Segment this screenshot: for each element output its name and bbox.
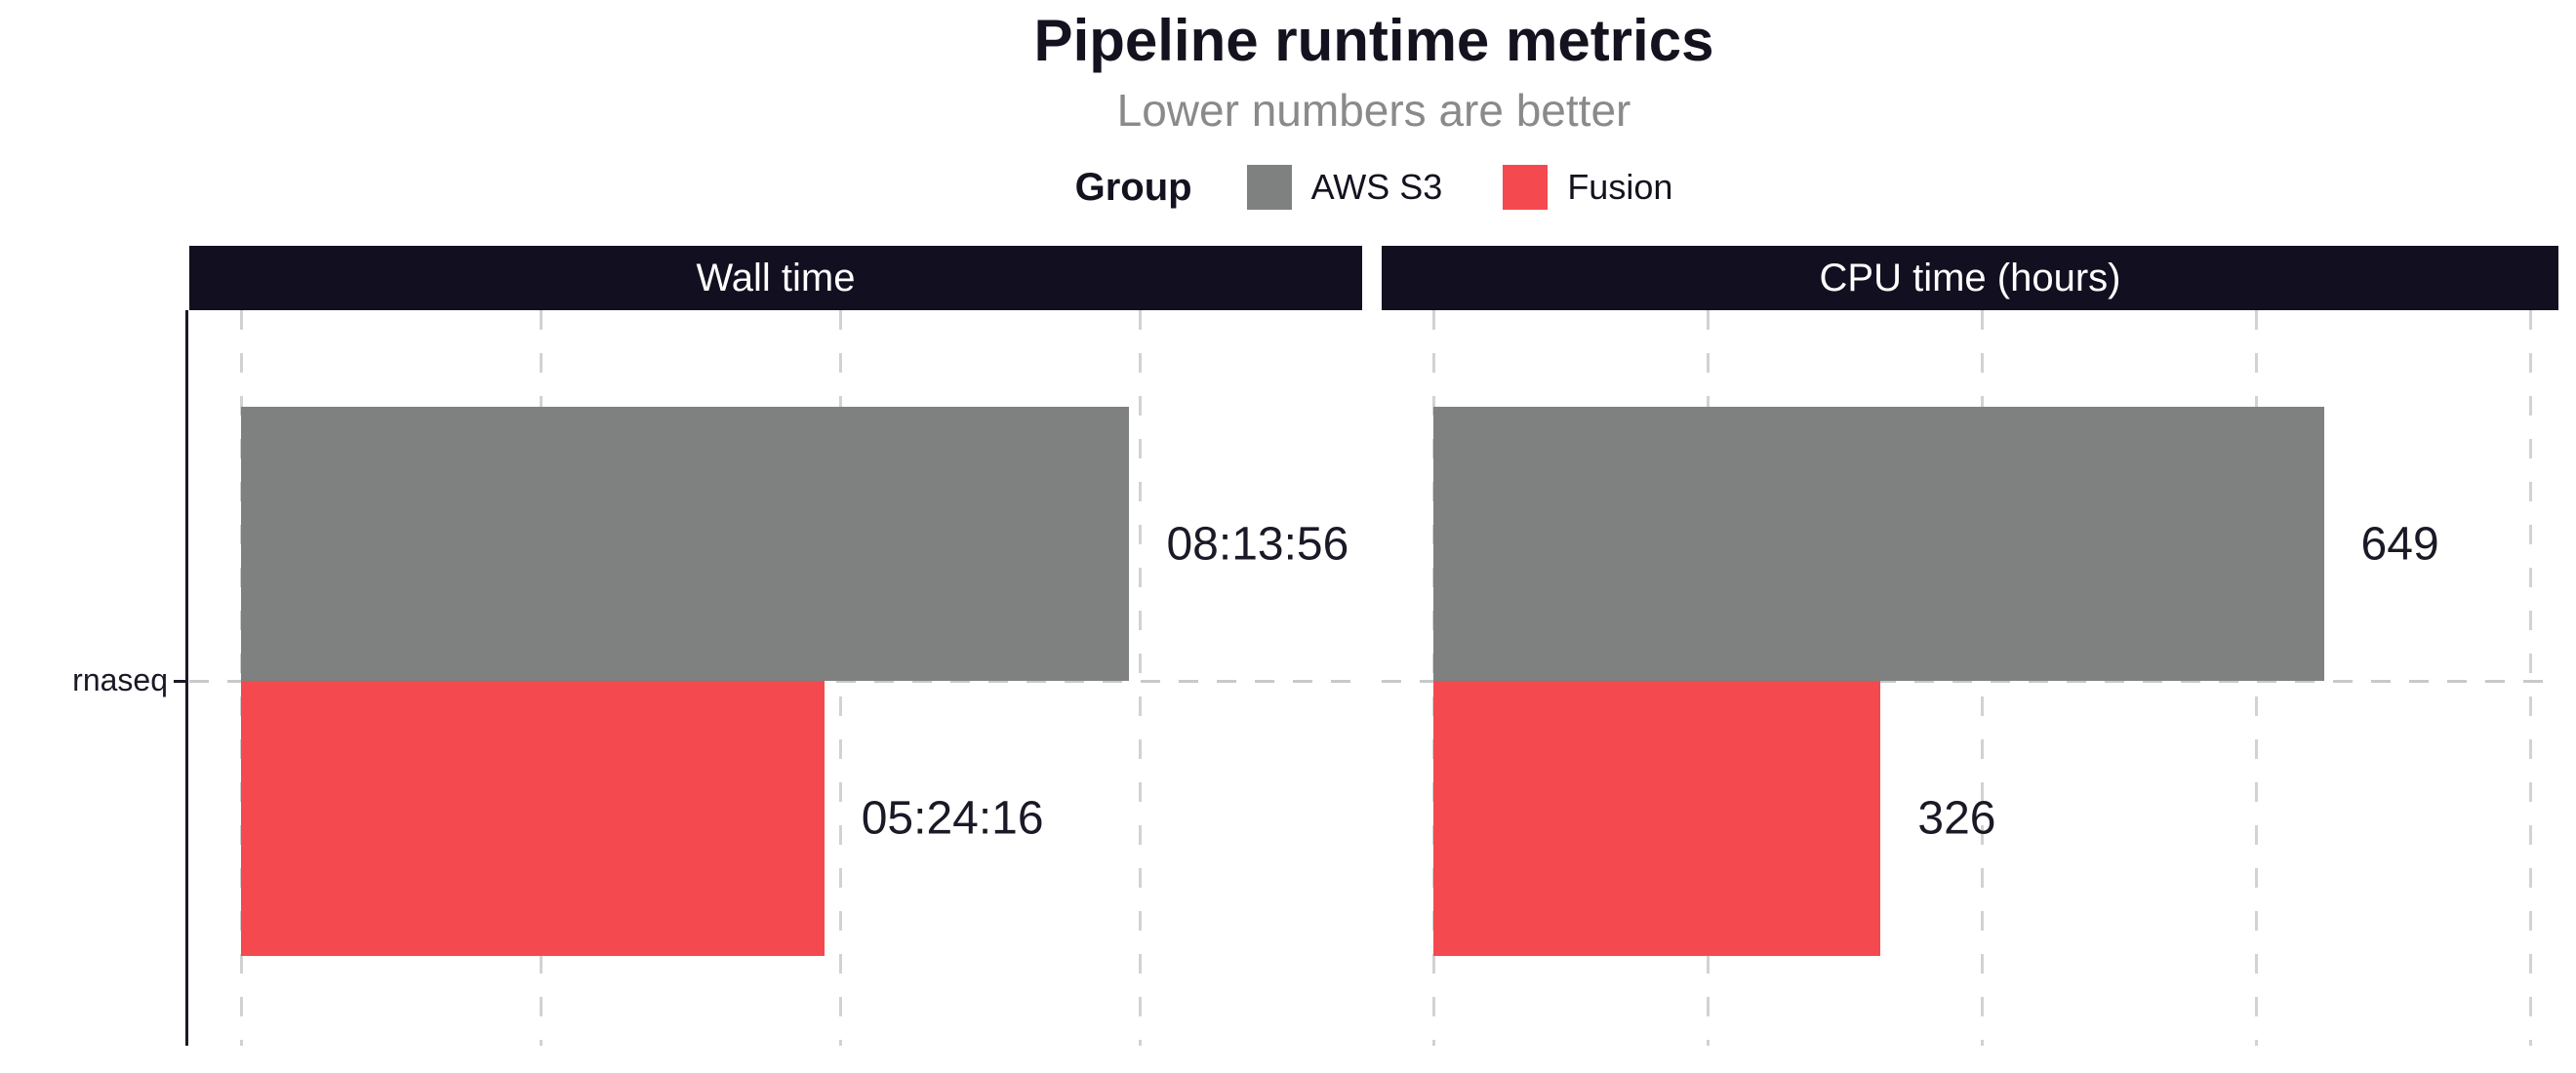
legend-label-fusion: Fusion	[1567, 167, 1673, 208]
legend-item-aws-s3: AWS S3	[1246, 165, 1443, 211]
legend-swatch-aws-s3	[1246, 165, 1292, 211]
bar-value-label-aws-s3-wall-time: 08:13:56	[1166, 518, 1349, 570]
facet-panel-wall-time: Wall time 08:13:56 05:24:16	[189, 246, 1362, 1046]
chart-subtitle: Lower numbers are better	[1116, 85, 1631, 136]
bar-aws-s3-wall-time	[241, 407, 1130, 681]
legend-title: Group	[1074, 165, 1192, 209]
bar-aws-s3-cpu-time	[1433, 407, 2324, 681]
legend-swatch-fusion	[1503, 165, 1549, 211]
bar-value-label-aws-s3-cpu-time: 649	[2360, 518, 2439, 570]
bar-fusion-cpu-time	[1433, 681, 1881, 956]
x-gridline	[2529, 310, 2533, 1046]
facet-strip-cpu-time: CPU time (hours)	[1382, 246, 2558, 310]
chart-title: Pipeline runtime metrics	[1033, 8, 1714, 73]
y-axis-tick	[174, 680, 186, 683]
legend-label-aws-s3: AWS S3	[1310, 167, 1443, 208]
facet-panel-cpu-time: CPU time (hours) 649 326	[1382, 246, 2558, 1046]
plot-area-cpu-time: 649 326	[1382, 310, 2558, 1046]
facet-strip-label: Wall time	[696, 256, 856, 299]
x-gridline	[1139, 310, 1143, 1046]
chart-header: Pipeline runtime metrics Lower numbers a…	[189, 0, 2558, 212]
bar-value-label-fusion-wall-time: 05:24:16	[861, 792, 1044, 845]
y-tick-label-rnaseq: rnaseq	[72, 662, 168, 697]
bar-value-label-fusion-cpu-time: 326	[1917, 792, 1996, 845]
bar-fusion-wall-time	[241, 681, 825, 956]
facet-strip-wall-time: Wall time	[189, 246, 1362, 310]
plot-area-wall-time: 08:13:56 05:24:16	[189, 310, 1362, 1046]
y-axis-line	[185, 310, 188, 1046]
y-gridline-rnaseq	[1382, 679, 2558, 683]
legend-item-fusion: Fusion	[1503, 165, 1673, 211]
legend: Group AWS S3 Fusion	[189, 163, 2558, 212]
facet-strip-label: CPU time (hours)	[1819, 256, 2121, 299]
